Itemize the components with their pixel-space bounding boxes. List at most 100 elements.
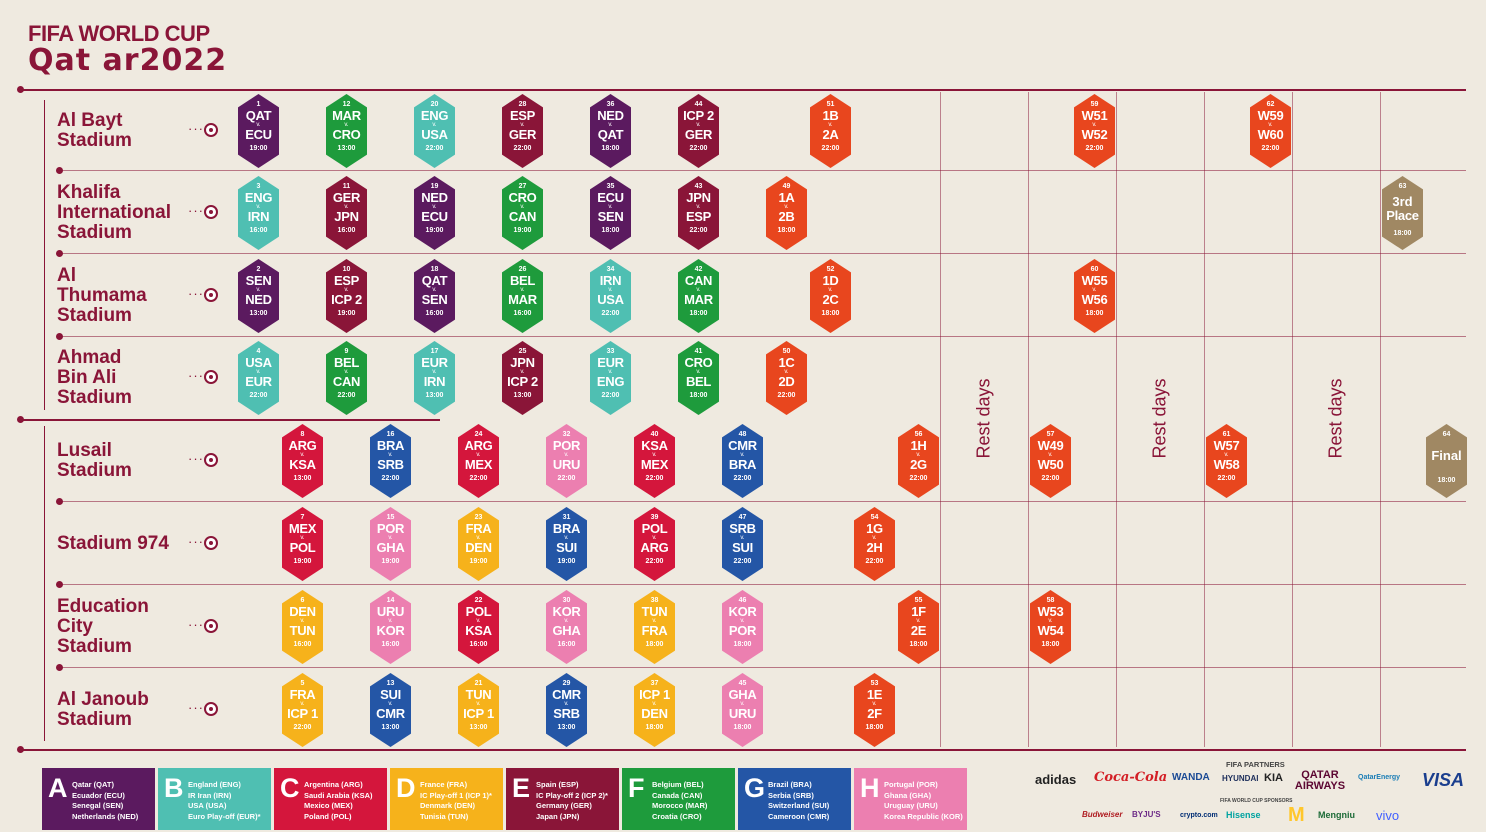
match-card[interactable]: 63 3rd Place 18:00 [1382,176,1423,250]
match-card[interactable]: 31 BRA v. SUI 19:00 [546,507,587,581]
match-card[interactable]: 64 Final 18:00 [1426,424,1467,498]
match-card[interactable]: 27 CRO v. CAN 19:00 [502,176,543,250]
sponsor-qatarenergy: QatarEnergy [1358,774,1401,781]
match-card[interactable]: 34 IRN v. USA 22:00 [590,259,631,333]
match-card[interactable]: 59 W51 v. W52 22:00 [1074,94,1115,168]
match-number: 36 [606,101,615,108]
team-home: FRA [289,687,316,702]
match-card[interactable]: 58 W53 v. W54 18:00 [1030,590,1071,664]
match-card[interactable]: 47 SRB v. SUI 22:00 [722,507,763,581]
stadium-bracket [44,100,45,410]
team-home: MEX [288,521,317,536]
match-card[interactable]: 61 W57 v. W58 22:00 [1206,424,1247,498]
match-card[interactable]: 36 NED v. QAT 18:00 [590,94,631,168]
match-card[interactable]: 53 1E v. 2F 18:00 [854,673,895,747]
day-label: Sunday27 November [480,2,510,76]
match-card[interactable]: 5 FRA v. ICP 1 22:00 [282,673,323,747]
match-card[interactable]: 18 QAT v. SEN 16:00 [414,259,455,333]
match-card[interactable]: 35 ECU v. SEN 18:00 [590,176,631,250]
match-card[interactable]: 9 BEL v. CAN 22:00 [326,341,367,415]
match-card[interactable]: 44 ICP 2 v. GER 22:00 [678,94,719,168]
day-label: Thursday8 December [964,2,994,76]
match-card[interactable]: 30 KOR v. GHA 16:00 [546,590,587,664]
match-time: 16:00 [513,310,532,317]
group-team: Denmark (DEN) [420,801,476,810]
match-card[interactable]: 57 W49 v. W50 22:00 [1030,424,1071,498]
match-card[interactable]: 20 ENG v. USA 22:00 [414,94,455,168]
match-card[interactable]: 2 SEN v. NED 13:00 [238,259,279,333]
stadium-name: Khalifa International Stadium [57,183,187,243]
match-card[interactable]: 48 CMR v. BRA 22:00 [722,424,763,498]
match-card[interactable]: 25 JPN v. ICP 2 13:00 [502,341,543,415]
versus-label: v. [1092,122,1097,128]
stadium-name: Education City Stadium [57,597,187,657]
match-card[interactable]: 54 1G v. 2H 22:00 [854,507,895,581]
match-card[interactable]: 43 JPN v. ESP 22:00 [678,176,719,250]
match-card[interactable]: 46 KOR v. POR 18:00 [722,590,763,664]
match-card[interactable]: 45 GHA v. URU 18:00 [722,673,763,747]
match-card[interactable]: 60 W55 v. W56 18:00 [1074,259,1115,333]
match-time: 16:00 [469,641,488,648]
sponsor-coca-cola: Coca-Cola [1094,770,1168,785]
team-home: ESP [333,273,360,288]
match-card[interactable]: 24 ARG v. MEX 22:00 [458,424,499,498]
match-number: 19 [430,183,439,190]
day-label: Monday5 December [832,2,862,76]
match-time: 22:00 [469,475,488,482]
match-card[interactable]: 23 FRA v. DEN 19:00 [458,507,499,581]
match-card[interactable]: 7 MEX v. POL 19:00 [282,507,323,581]
match-card[interactable]: 3 ENG v. IRN 16:00 [238,176,279,250]
match-number: 5 [300,680,305,687]
match-card[interactable]: 55 1F v. 2E 18:00 [898,590,939,664]
group-letter: E [512,773,531,803]
match-card[interactable]: 40 KSA v. MEX 22:00 [634,424,675,498]
match-card[interactable]: 26 BEL v. MAR 16:00 [502,259,543,333]
team-home: POR [552,438,581,453]
match-card[interactable]: 42 CAN v. MAR 18:00 [678,259,719,333]
match-card[interactable]: 21 TUN v. ICP 1 13:00 [458,673,499,747]
match-card[interactable]: 4 USA v. EUR 22:00 [238,341,279,415]
team-home: ENG [244,190,273,205]
team-away: URU [552,457,581,472]
group-e-card: E Spain (ESP) IC Play-off 2 (ICP 2)* German… [506,768,619,830]
team-away: JPN [334,209,359,224]
match-card[interactable]: 28 ESP v. GER 22:00 [502,94,543,168]
match-card[interactable]: 52 1D v. 2C 18:00 [810,259,851,333]
match-card[interactable]: 29 CMR v. SRB 13:00 [546,673,587,747]
match-card[interactable]: 33 EUR v. ENG 22:00 [590,341,631,415]
match-time: 13:00 [337,145,356,152]
match-card[interactable]: 62 W59 v. W60 22:00 [1250,94,1291,168]
match-number: 59 [1090,101,1099,108]
match-card[interactable]: 16 BRA v. SRB 22:00 [370,424,411,498]
match-card[interactable]: 17 EUR v. IRN 13:00 [414,341,455,415]
team-home: NED [597,108,624,123]
match-card[interactable]: 13 SUI v. CMR 13:00 [370,673,411,747]
match-card[interactable]: 41 CRO v. BEL 18:00 [678,341,719,415]
match-card[interactable]: 51 1B v. 2A 22:00 [810,94,851,168]
row-separator [60,336,1466,337]
match-card[interactable]: 10 ESP v. ICP 2 19:00 [326,259,367,333]
match-number: 58 [1046,597,1055,604]
match-card[interactable]: 15 POR v. GHA 19:00 [370,507,411,581]
sponsor-kia: KIA [1264,772,1283,784]
match-card[interactable]: 12 MAR v. CRO 13:00 [326,94,367,168]
match-card[interactable]: 1 QAT v. ECU 19:00 [238,94,279,168]
match-card[interactable]: 22 POL v. KSA 16:00 [458,590,499,664]
match-time: 18:00 [1041,641,1060,648]
match-card[interactable]: 6 DEN v. TUN 16:00 [282,590,323,664]
match-card[interactable]: 37 ICP 1 v. DEN 18:00 [634,673,675,747]
match-card[interactable]: 50 1C v. 2D 22:00 [766,341,807,415]
football-icon [204,535,218,550]
match-card[interactable]: 56 1H v. 2G 22:00 [898,424,939,498]
match-card[interactable]: 14 URU v. KOR 16:00 [370,590,411,664]
stadium-name-line: City [57,616,93,637]
match-card[interactable]: 8 ARG v. KSA 13:00 [282,424,323,498]
match-card[interactable]: 49 1A v. 2B 18:00 [766,176,807,250]
match-card[interactable]: 19 NED v. ECU 19:00 [414,176,455,250]
match-card[interactable]: 38 TUN v. FRA 18:00 [634,590,675,664]
row-separator [60,253,1466,254]
team-away: CRO [332,127,361,142]
match-card[interactable]: 32 POR v. URU 22:00 [546,424,587,498]
match-card[interactable]: 11 GER v. JPN 16:00 [326,176,367,250]
match-card[interactable]: 39 POL v. ARG 22:00 [634,507,675,581]
